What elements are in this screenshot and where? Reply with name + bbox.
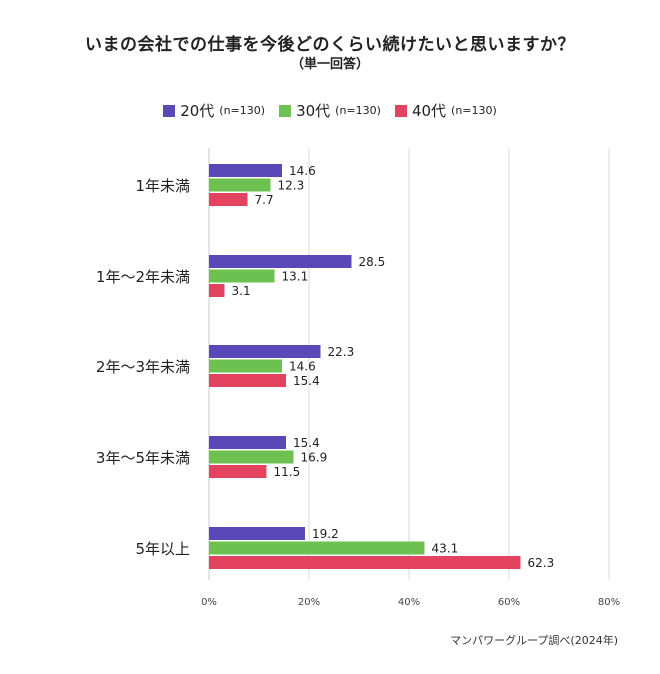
data-label: 14.6 <box>289 360 316 374</box>
category-label: 3年〜5年未満 <box>96 449 190 467</box>
bar <box>209 436 286 449</box>
legend-swatch-20s <box>163 104 176 117</box>
bar <box>209 527 305 540</box>
legend-label-30s: 30代 <box>296 102 331 120</box>
data-label: 13.1 <box>282 270 309 284</box>
bar <box>209 359 282 373</box>
x-tick-label: 20% <box>298 597 320 608</box>
x-tick-label: 40% <box>398 597 420 608</box>
legend-n-20s: (n=130) <box>219 104 266 117</box>
bar <box>209 345 321 358</box>
data-label: 12.3 <box>278 179 305 193</box>
legend-swatch-40s <box>394 104 407 117</box>
legend-label-40s: 40代 <box>411 102 447 120</box>
data-label: 15.4 <box>293 436 320 450</box>
chart-subtitle: （単一回答） <box>290 57 369 72</box>
bar <box>209 255 352 268</box>
bar <box>209 556 521 569</box>
legend-item-20s: 20代 (n=130) <box>163 100 265 121</box>
data-label: 11.5 <box>274 465 301 479</box>
category-label: 2年〜3年未満 <box>96 358 190 376</box>
legend-n-30s: (n=130) <box>335 104 381 117</box>
legend-n-40s: (n=130) <box>451 104 497 117</box>
data-label: 16.9 <box>301 451 328 465</box>
data-label: 15.4 <box>293 374 320 388</box>
bar <box>209 164 282 177</box>
bar <box>209 450 294 464</box>
data-label: 19.2 <box>312 527 339 541</box>
x-tick-label: 60% <box>498 597 520 608</box>
data-label: 7.7 <box>255 193 274 207</box>
data-label: 62.3 <box>528 556 555 570</box>
bar <box>209 374 286 387</box>
category-label: 1年〜2年未満 <box>96 268 190 286</box>
legend-label-20s: 20代 <box>180 102 215 120</box>
category-label: 5年以上 <box>135 540 190 558</box>
source-note: マンパワーグループ調べ(2024年) <box>450 634 618 647</box>
bar <box>209 178 271 192</box>
chart-title: いまの会社での仕事を今後どのくらい続けたいと思いますか？ <box>85 35 575 55</box>
bar <box>209 541 425 555</box>
data-label: 43.1 <box>432 542 459 556</box>
category-label: 1年未満 <box>135 177 190 195</box>
data-label: 28.5 <box>359 255 386 269</box>
x-tick-label: 0% <box>201 597 217 608</box>
bar <box>209 465 267 478</box>
x-tick-label: 80% <box>598 597 620 608</box>
legend-item-30s: 30代 (n=130) <box>279 100 381 121</box>
legend: 20代 (n=130) 30代 (n=130) 40代 (n=130) <box>0 100 660 121</box>
legend-swatch-30s <box>279 104 292 117</box>
bar <box>209 284 225 297</box>
bar <box>209 193 248 206</box>
legend-item-40s: 40代 (n=130) <box>394 100 497 121</box>
data-label: 3.1 <box>232 284 251 298</box>
bar <box>209 269 275 283</box>
data-label: 14.6 <box>289 164 316 178</box>
data-label: 22.3 <box>328 345 355 359</box>
